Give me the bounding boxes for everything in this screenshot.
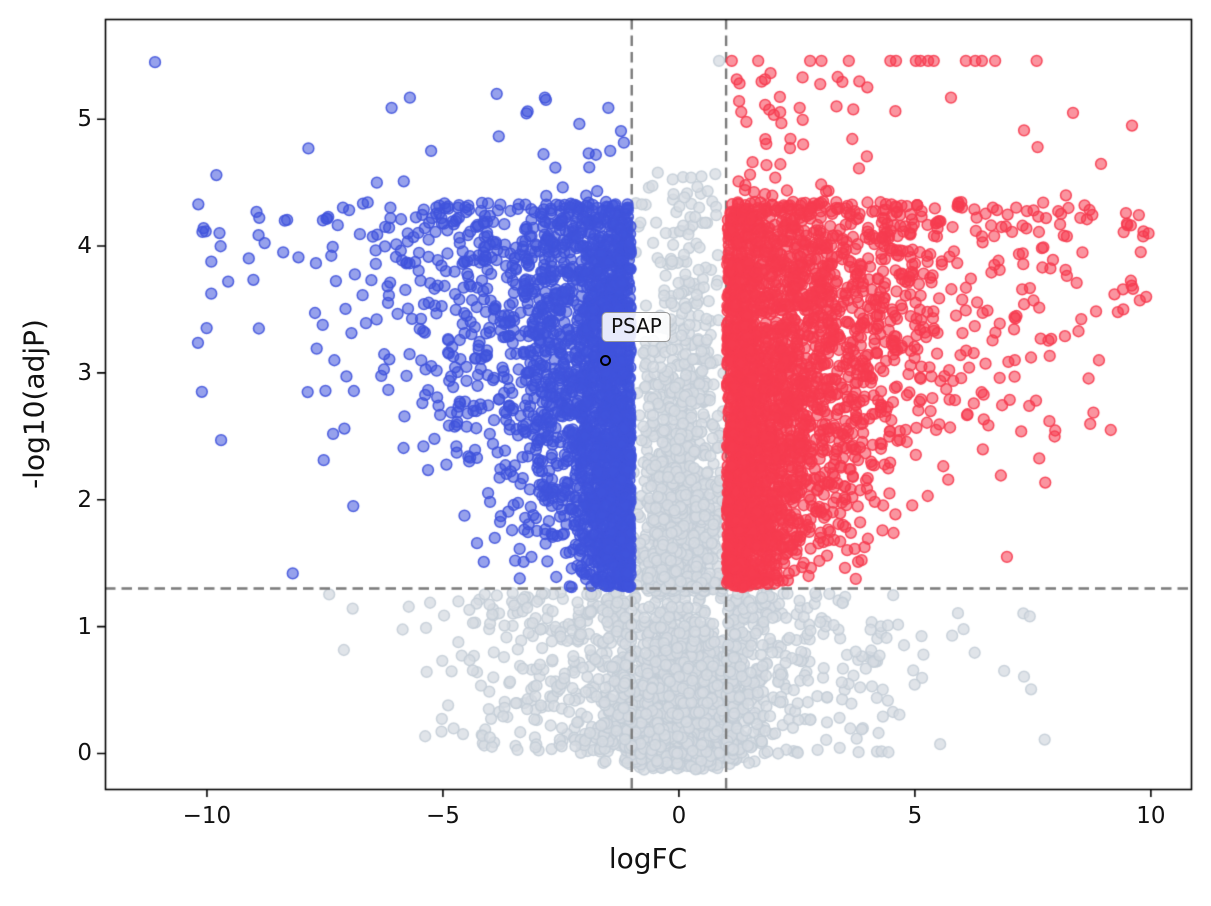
x-tick-label: 10 [1136,803,1166,829]
x-tick-label: 5 [907,803,923,829]
x-tick-label: 0 [671,803,687,829]
x-axis-label: logFC [608,842,688,875]
y-tick-label: 1 [77,613,92,640]
y-tick-label: 2 [77,486,92,513]
psap-annotation-label: PSAP [601,312,671,343]
y-tick-label: 4 [77,233,92,260]
x-tick-label: −5 [425,803,460,829]
y-axis-label: -log10(adjP) [17,319,51,489]
x-tick-label: −10 [182,803,232,829]
y-tick-label: 3 [77,359,92,386]
psap-point-marker [600,354,612,366]
y-tick-label: 0 [77,740,92,767]
y-tick-label: 5 [77,106,92,133]
